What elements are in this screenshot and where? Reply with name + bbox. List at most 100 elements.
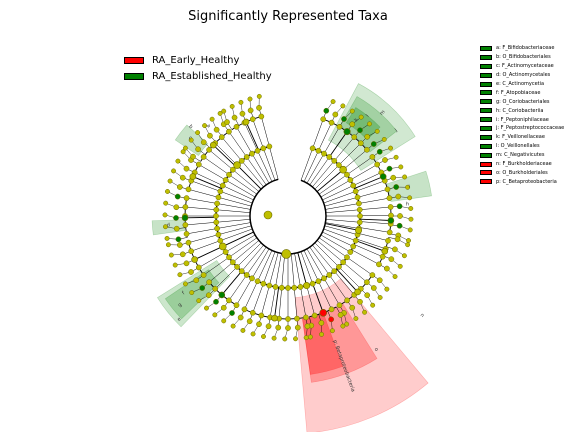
taxa-legend-label: j: F_Peptostreptococcaceae (496, 125, 565, 132)
leaf-node (285, 325, 291, 331)
leaf-node (260, 280, 267, 287)
legend-label-established: RA_Established_Healthy (152, 70, 272, 82)
root-node (263, 210, 273, 220)
leaf-node (183, 260, 190, 267)
leaf-node (179, 251, 186, 258)
taxa-legend-label: i: F_Peptoniphilaceae (496, 116, 549, 123)
leaf-node (364, 292, 371, 299)
leaf-node (364, 133, 371, 140)
leaf-node (370, 302, 376, 308)
leaf-node (238, 268, 245, 275)
tree-edge (324, 225, 358, 235)
tree-edge (222, 231, 254, 247)
leaf-node (256, 93, 262, 99)
leaf-node (396, 203, 403, 210)
leaf-node (218, 134, 225, 140)
tree-edge (323, 191, 356, 204)
tree-edge (228, 174, 258, 195)
leaf-node (337, 312, 344, 318)
tree-edge (216, 209, 251, 213)
tree-edge (244, 281, 258, 310)
leaf-node (246, 318, 253, 325)
tree-edge (274, 287, 280, 319)
leaf-node (356, 200, 362, 207)
diagram-title: Significantly Represented Taxa (188, 9, 388, 24)
leaf-node (350, 182, 357, 189)
leaf-node (180, 149, 186, 155)
tree-node (339, 165, 347, 174)
leaf-node (212, 285, 219, 292)
tree-edge (269, 252, 279, 286)
leaf-node (200, 154, 207, 160)
leaf-node (350, 243, 357, 250)
tree-edge (252, 119, 264, 149)
taxa-legend-swatch (480, 179, 492, 185)
taxa-legend-entry: g: O_Coriobacteriales (480, 97, 564, 106)
sector-label: o (373, 347, 380, 353)
leaf-node (392, 246, 398, 253)
taxa-legend-swatch (480, 170, 492, 176)
leaf-node (369, 154, 376, 160)
leaf-node (328, 306, 335, 313)
leaf-node (358, 114, 364, 120)
taxa-legend-label: p: C_Betaproteobacteria (496, 178, 557, 185)
leaf-node (351, 134, 358, 140)
tree-edge (294, 253, 301, 287)
leaf-node (234, 264, 240, 270)
leaf-node (193, 277, 200, 284)
leaf-node (174, 193, 181, 200)
leaf-node (388, 256, 395, 263)
leaf-node (388, 145, 394, 151)
tree-edge (303, 250, 319, 282)
tree-edge (303, 150, 319, 182)
tree-edge (214, 266, 238, 290)
tree-edge (257, 250, 273, 282)
leaf-node (396, 222, 403, 229)
tree-edge (251, 248, 270, 279)
sector-label: m (379, 109, 387, 117)
leaf-node (352, 188, 359, 195)
tree-edge (217, 222, 251, 229)
leaf-node (254, 147, 261, 154)
tree-edge (261, 116, 270, 147)
sector-label: c (187, 135, 193, 142)
leaf-node (229, 259, 236, 266)
tree-node (189, 173, 197, 180)
leaf-node (336, 162, 342, 168)
taxa-legend-label: b: O_Bifidobacteriales (496, 54, 551, 61)
leaf-node (249, 309, 256, 316)
leaf-node (250, 331, 256, 337)
tree-edge (263, 148, 276, 181)
tree-edge (216, 219, 251, 223)
taxa-legend-entry: p: C_Betaproteobacteria (480, 177, 564, 186)
sector-label: i (408, 184, 411, 190)
tree-edge (275, 253, 282, 287)
taxa-legend-label: g: O_Coriobacteriales (496, 98, 550, 105)
leaf-node (196, 298, 202, 304)
tree-edge (300, 286, 307, 318)
legend-label-early: RA_Early_Healthy (152, 54, 240, 66)
leaf-node (229, 103, 235, 109)
leaf-node (377, 295, 383, 300)
leaf-node (204, 305, 209, 311)
taxa-legend-label: o: O_Burkholderiales (496, 169, 548, 176)
leaf-node (254, 278, 261, 285)
leaf-node (344, 321, 350, 327)
leaf-node (200, 272, 207, 278)
leaf-node (179, 174, 186, 181)
leaf-node (384, 265, 390, 272)
tree-edge (221, 136, 242, 162)
leaf-node (285, 316, 291, 322)
sector-label: l (365, 113, 371, 118)
leaf-node (219, 182, 226, 189)
leaf-node (357, 127, 363, 134)
tree-edge (316, 240, 344, 263)
leaf-node (318, 320, 325, 326)
tree-edge (191, 180, 221, 192)
leaf-node (199, 285, 206, 291)
leaf-node (241, 306, 248, 313)
tree-edge (328, 131, 348, 158)
tree-edge (323, 278, 340, 306)
leaf-node (237, 314, 244, 321)
tree-edge (351, 249, 380, 265)
